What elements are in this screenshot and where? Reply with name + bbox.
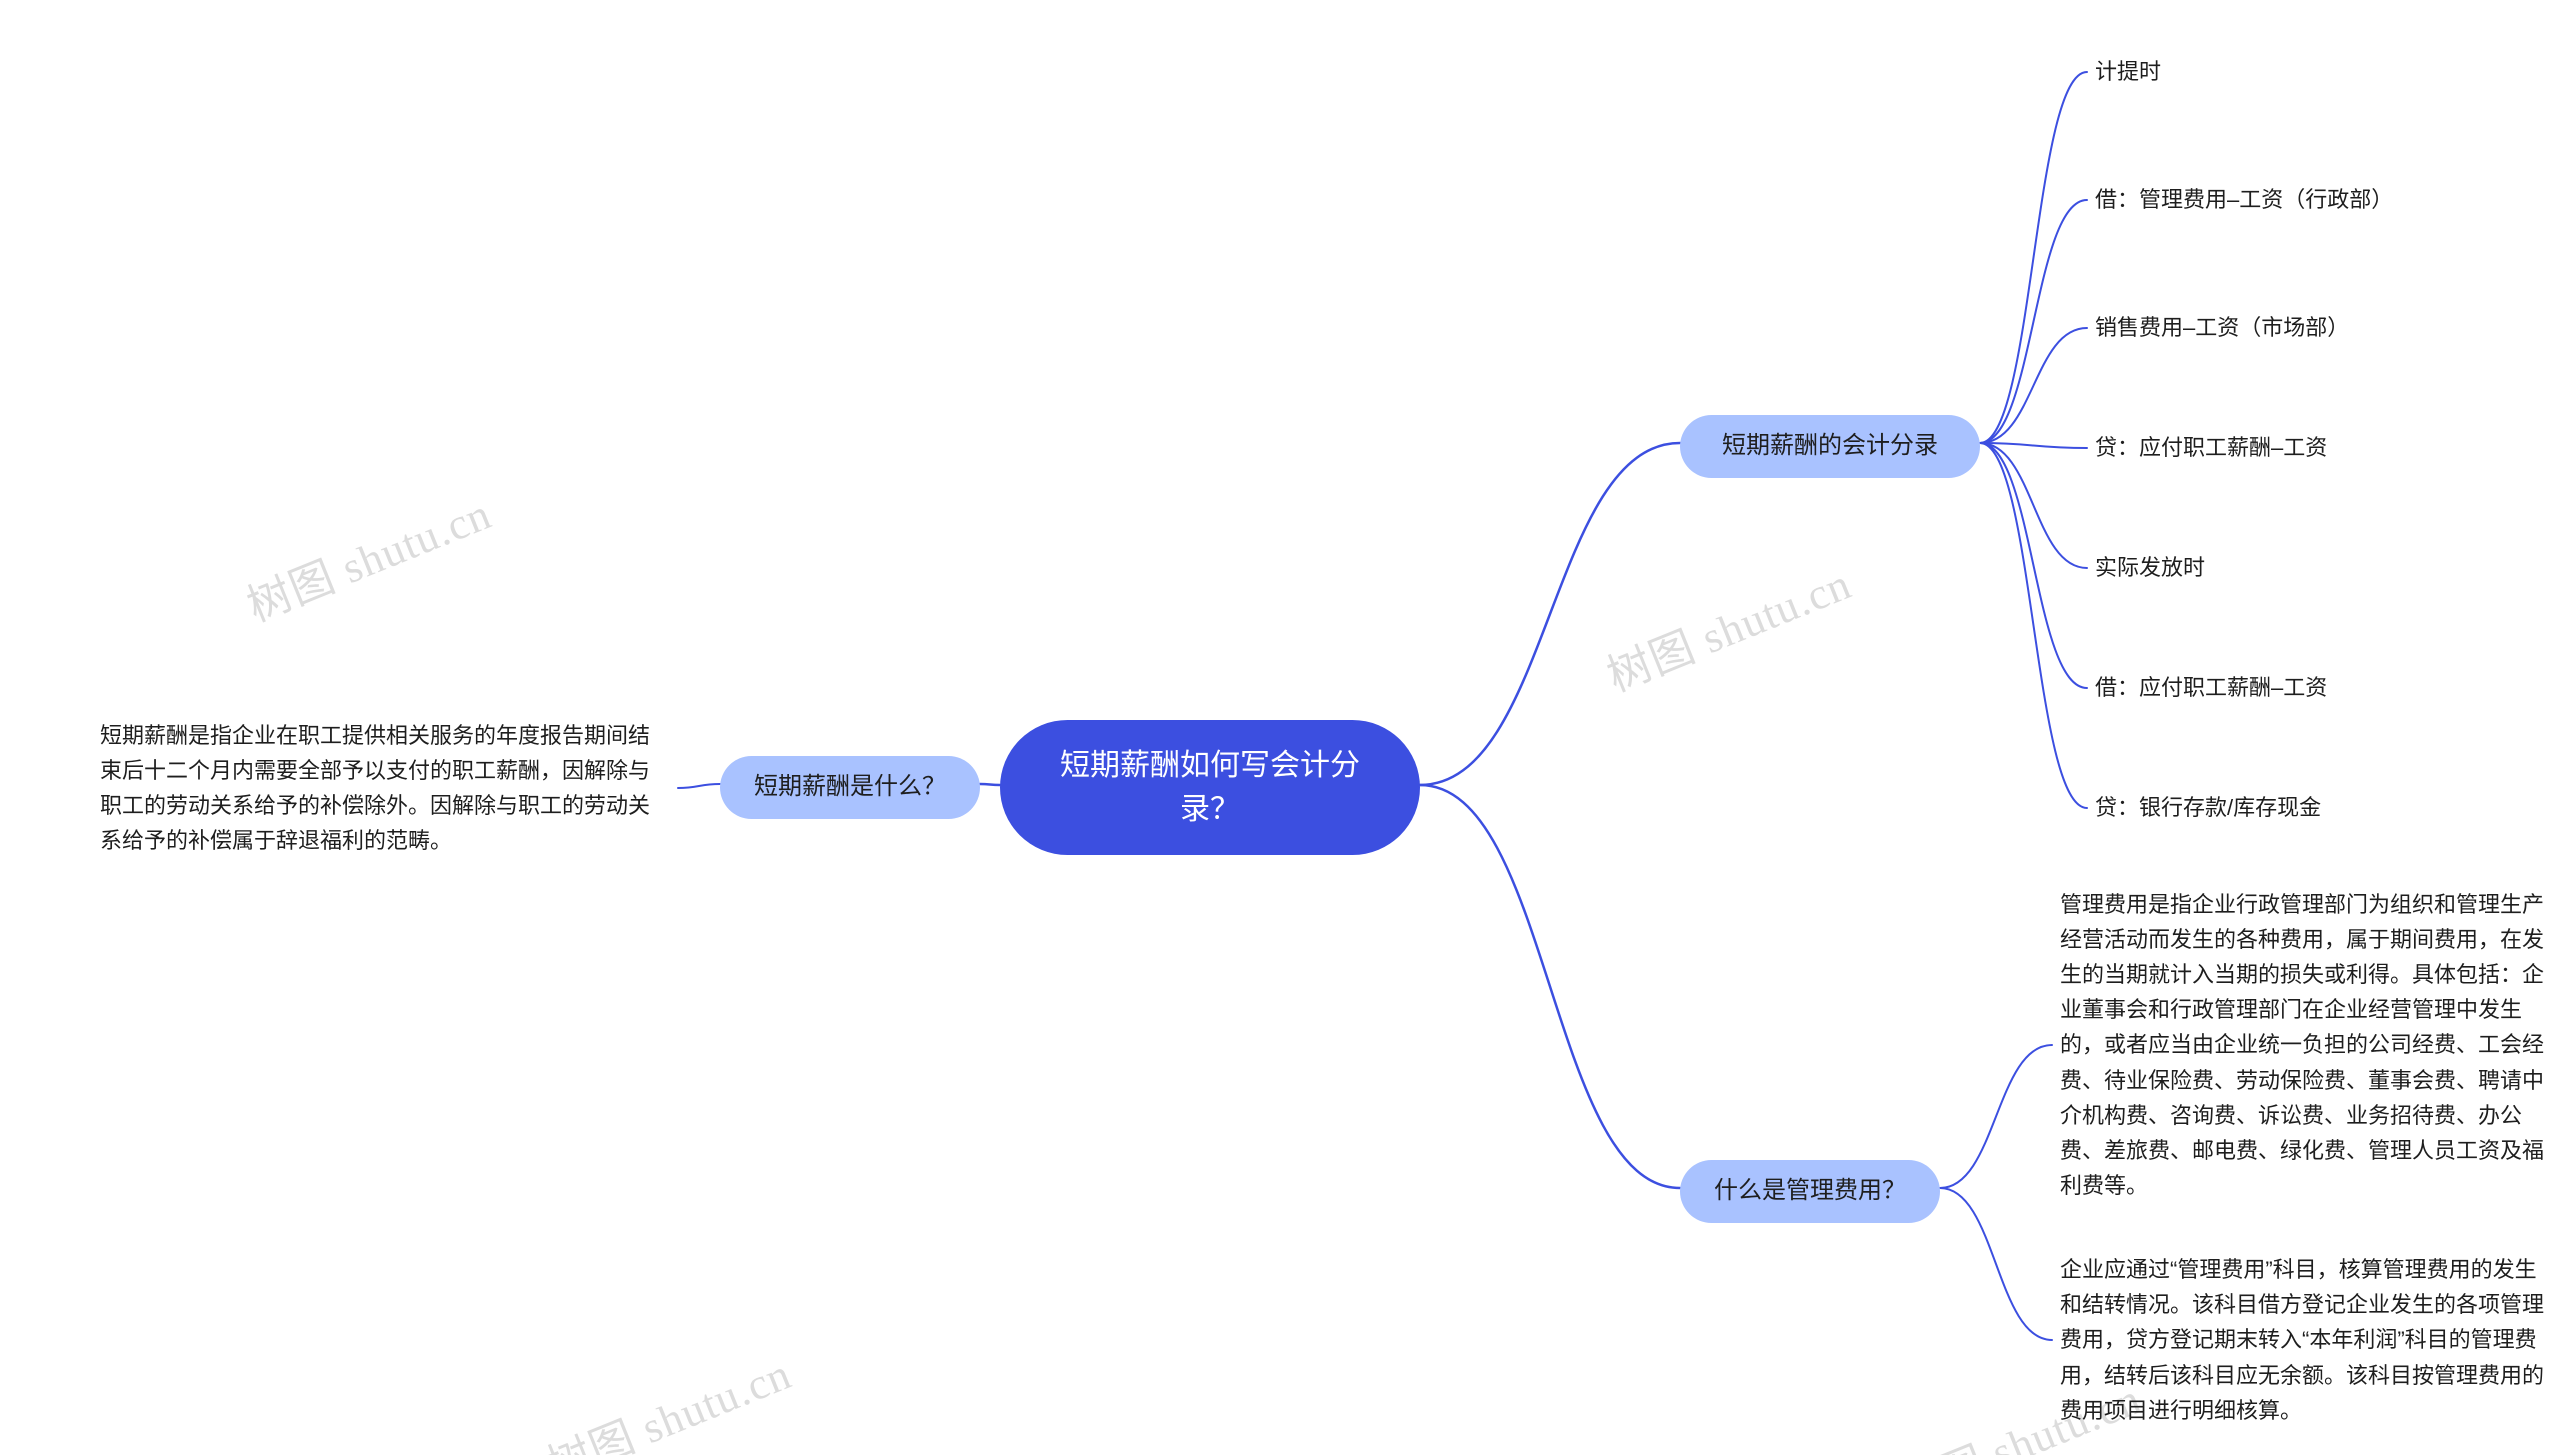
- leaf-node: 借：管理费用–工资（行政部）: [2095, 180, 2515, 220]
- root-node: 短期薪酬如何写会计分录？: [1000, 720, 1420, 855]
- branch-node: 短期薪酬的会计分录: [1680, 415, 1980, 478]
- leaf-node: 贷：银行存款/库存现金: [2095, 788, 2515, 828]
- leaf-node: 销售费用–工资（市场部）: [2095, 308, 2515, 348]
- watermark: 树图 shutu.cn: [236, 478, 499, 634]
- leaf-node: 管理费用是指企业行政管理部门为组织和管理生产经营活动而发生的各种费用，属于期间费…: [2060, 880, 2550, 1210]
- mindmap-canvas: 树图 shutu.cn树图 shutu.cn树图 shutu.cn树图 shut…: [0, 0, 2560, 1455]
- leaf-node: 企业应通过“管理费用”科目，核算管理费用的发生和结转情况。该科目借方登记企业发生…: [2060, 1235, 2550, 1445]
- watermark: 树图 shutu.cn: [536, 1338, 799, 1455]
- branch-node: 什么是管理费用？: [1680, 1160, 1940, 1223]
- leaf-node: 借：应付职工薪酬–工资: [2095, 668, 2515, 708]
- leaf-node: 贷：应付职工薪酬–工资: [2095, 428, 2515, 468]
- branch-node: 短期薪酬是什么？: [720, 756, 980, 819]
- leaf-node: 短期薪酬是指企业在职工提供相关服务的年度报告期间结束后十二个月内需要全部予以支付…: [100, 708, 670, 868]
- watermark: 树图 shutu.cn: [1596, 548, 1859, 704]
- leaf-node: 实际发放时: [2095, 548, 2515, 588]
- leaf-node: 计提时: [2095, 52, 2515, 92]
